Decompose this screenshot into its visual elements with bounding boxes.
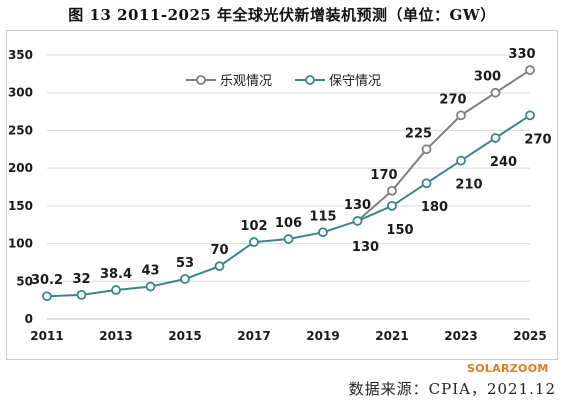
historical-data-label: 70 (210, 243, 228, 258)
optimistic-data-label: 300 (474, 70, 501, 85)
conservative-point (456, 155, 466, 166)
historical-data-label: 53 (176, 256, 194, 271)
legend-swatch-marker (305, 75, 315, 85)
y-tick-label: 0 (25, 312, 33, 326)
x-tick-label: 2013 (99, 329, 132, 343)
conservative-point (421, 178, 432, 189)
optimistic-point (525, 65, 535, 75)
legend-swatch-marker (196, 75, 206, 85)
legend-conservative: 保守情况 (329, 74, 381, 89)
y-tick-label: 250 (8, 123, 33, 137)
conservative-data-label: 210 (455, 178, 482, 193)
optimistic-point (387, 185, 397, 196)
historical-data-label: 30.2 (31, 273, 63, 288)
historical-point (42, 291, 52, 302)
optimistic-point (490, 87, 501, 98)
gridlines (47, 54, 530, 282)
axes: 0 50 100 150 200 250 300 350 2011 2013 2015 2017 201… (8, 48, 547, 343)
x-tick-label: 2025 (513, 329, 546, 343)
optimistic-point (456, 110, 466, 121)
optimistic-data-label: 225 (405, 126, 432, 141)
historical-point (352, 216, 363, 226)
conservative-point (490, 133, 501, 143)
y-tick-label: 100 (8, 237, 33, 251)
optimistic-line (356, 69, 531, 222)
conservative-data-label: 130 (352, 240, 379, 255)
x-tick-label: 2011 (30, 329, 63, 343)
historical-data-label: 130 (344, 198, 371, 213)
historical-point (76, 289, 87, 300)
y-tick-label: 50 (16, 274, 33, 288)
source-note: 数据来源：CPIA，2021.12 (348, 380, 556, 398)
historical-point (111, 285, 121, 295)
historical-data-label: 115 (309, 209, 336, 224)
y-tick-label: 300 (8, 86, 33, 100)
optimistic-data-label: 330 (508, 47, 535, 62)
x-tick-label: 2019 (306, 329, 339, 343)
chart-frame (6, 30, 558, 360)
x-tick-label: 2021 (375, 329, 408, 343)
page-title: 图 13 2011-2025 年全球光伏新增装机预测（单位：GW） (68, 6, 496, 24)
historical-data-label: 38.4 (100, 267, 132, 282)
legend: 乐观情况 保守情况 (186, 74, 381, 89)
conservative-point (525, 110, 535, 121)
historical-point (214, 261, 225, 272)
y-tick-label: 350 (8, 48, 33, 62)
optimistic-data-label: 270 (439, 92, 466, 107)
optimistic-point (421, 144, 432, 155)
x-tick-label: 2017 (237, 329, 270, 343)
conservative-point (387, 200, 397, 211)
conservative-data-label: 270 (524, 132, 551, 147)
data-labels: 30.2 32 38.4 43 53 70 102 106 115 130 170 225 270 300… (31, 47, 552, 288)
y-tick-label: 150 (8, 199, 33, 213)
optimistic-data-label: 170 (370, 168, 397, 183)
x-tick-label: 2015 (168, 329, 201, 343)
y-tick-label: 200 (8, 161, 33, 175)
brand-watermark: SOLARZOOM (467, 362, 549, 375)
conservative-data-label: 240 (490, 155, 517, 170)
conservative-data-label: 180 (421, 200, 448, 215)
historical-data-label: 106 (275, 216, 302, 231)
historical-point (180, 274, 190, 284)
conservative-line (357, 114, 531, 222)
historical-point (283, 234, 294, 244)
historical-point (318, 227, 328, 238)
historical-point (145, 281, 156, 292)
conservative-data-label: 150 (386, 223, 413, 238)
series-lines (46, 69, 531, 298)
historical-line (46, 219, 358, 298)
historical-data-label: 43 (141, 264, 159, 279)
historical-data-label: 102 (240, 219, 267, 234)
x-tick-label: 2023 (444, 329, 477, 343)
historical-point (249, 237, 259, 247)
legend-optimistic: 乐观情况 (220, 74, 272, 89)
data-points (42, 65, 535, 302)
historical-data-label: 32 (72, 272, 90, 287)
